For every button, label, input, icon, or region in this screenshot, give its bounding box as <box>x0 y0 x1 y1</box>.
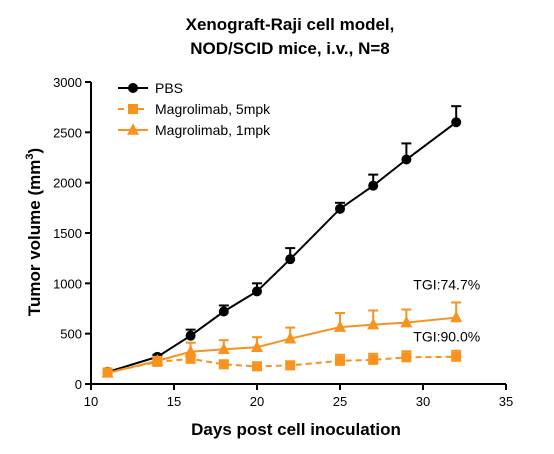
x-tick-label: 10 <box>84 394 98 409</box>
legend-item-1: Magrolimab, 5mpk <box>118 101 271 117</box>
tgi-annotation: TGI:74.7% <box>413 276 480 292</box>
data-point <box>451 351 462 362</box>
data-point <box>218 359 229 370</box>
legend-item-0: PBS <box>118 80 183 96</box>
data-point <box>185 353 196 364</box>
axes: 0 500 1000 1500 2000 2500 3000 10 15 20 25 30 35 <box>53 75 513 409</box>
y-axis-label-main: Tumor volume (mm <box>25 160 44 316</box>
data-point <box>184 345 197 357</box>
y-tick-label: 2000 <box>53 176 82 191</box>
data-point <box>334 320 346 332</box>
x-tick-label: 25 <box>333 394 347 409</box>
annotations: TGI:74.7% TGI:90.0% <box>413 276 480 344</box>
legend-marker <box>128 104 138 114</box>
series-line <box>107 355 457 374</box>
legend-label: Magrolimab, 5mpk <box>155 101 271 117</box>
data-point <box>401 154 412 165</box>
x-tick-label: 30 <box>416 394 430 409</box>
y-tick-label: 3000 <box>53 75 82 90</box>
data-point <box>218 306 229 317</box>
legend-label: PBS <box>155 80 183 96</box>
data-point <box>450 310 463 323</box>
y-axis-label: Tumor volume (mm3) <box>24 148 44 316</box>
data-point <box>151 354 164 366</box>
x-axis-label: Days post cell inoculation <box>191 420 401 439</box>
data-point <box>252 286 262 297</box>
legend-item-2: Magrolimab, 1mpk <box>118 122 271 138</box>
y-tick-label: 2500 <box>53 125 82 140</box>
data-point <box>284 331 297 344</box>
legend-marker <box>127 123 139 135</box>
chart-title-line-2: NOD/SCID mice, i.v., N=8 <box>190 39 390 58</box>
y-tick-label: 500 <box>60 327 82 342</box>
legend-marker <box>128 83 138 93</box>
y-tick-label: 1000 <box>53 276 82 291</box>
y-tick-label: 0 <box>75 377 82 392</box>
x-tick-label: 15 <box>167 394 181 409</box>
data-point <box>335 355 345 366</box>
data-point <box>217 342 230 355</box>
data-point <box>400 315 413 328</box>
chart-title-line-1: Xenograft-Raji cell model, <box>186 15 395 34</box>
y-axis-label-sup: 3 <box>24 154 36 160</box>
legend: PBS Magrolimab, 5mpk Magrolimab, 1mpk <box>118 80 271 138</box>
data-point <box>367 317 380 330</box>
y-axis-label-close: ) <box>25 148 44 154</box>
series-2 <box>101 301 463 378</box>
x-tick-label: 20 <box>250 394 264 409</box>
legend-label: Magrolimab, 1mpk <box>155 122 271 138</box>
series-line <box>107 121 457 373</box>
series-0 <box>102 105 462 377</box>
data-point <box>451 117 462 128</box>
data-point <box>401 352 412 363</box>
y-tick-label: 1500 <box>53 226 82 241</box>
data-point <box>285 360 296 371</box>
data-point <box>185 330 196 341</box>
series-line <box>107 316 457 374</box>
data-point <box>101 366 114 378</box>
data-point <box>368 180 379 191</box>
series-layer <box>101 105 463 378</box>
tgi-annotation: TGI:90.0% <box>413 329 480 345</box>
data-point <box>252 361 262 372</box>
data-point <box>335 203 345 214</box>
x-tick-label: 35 <box>499 394 513 409</box>
data-point <box>368 354 379 365</box>
data-point <box>251 340 263 353</box>
data-point <box>285 254 296 265</box>
